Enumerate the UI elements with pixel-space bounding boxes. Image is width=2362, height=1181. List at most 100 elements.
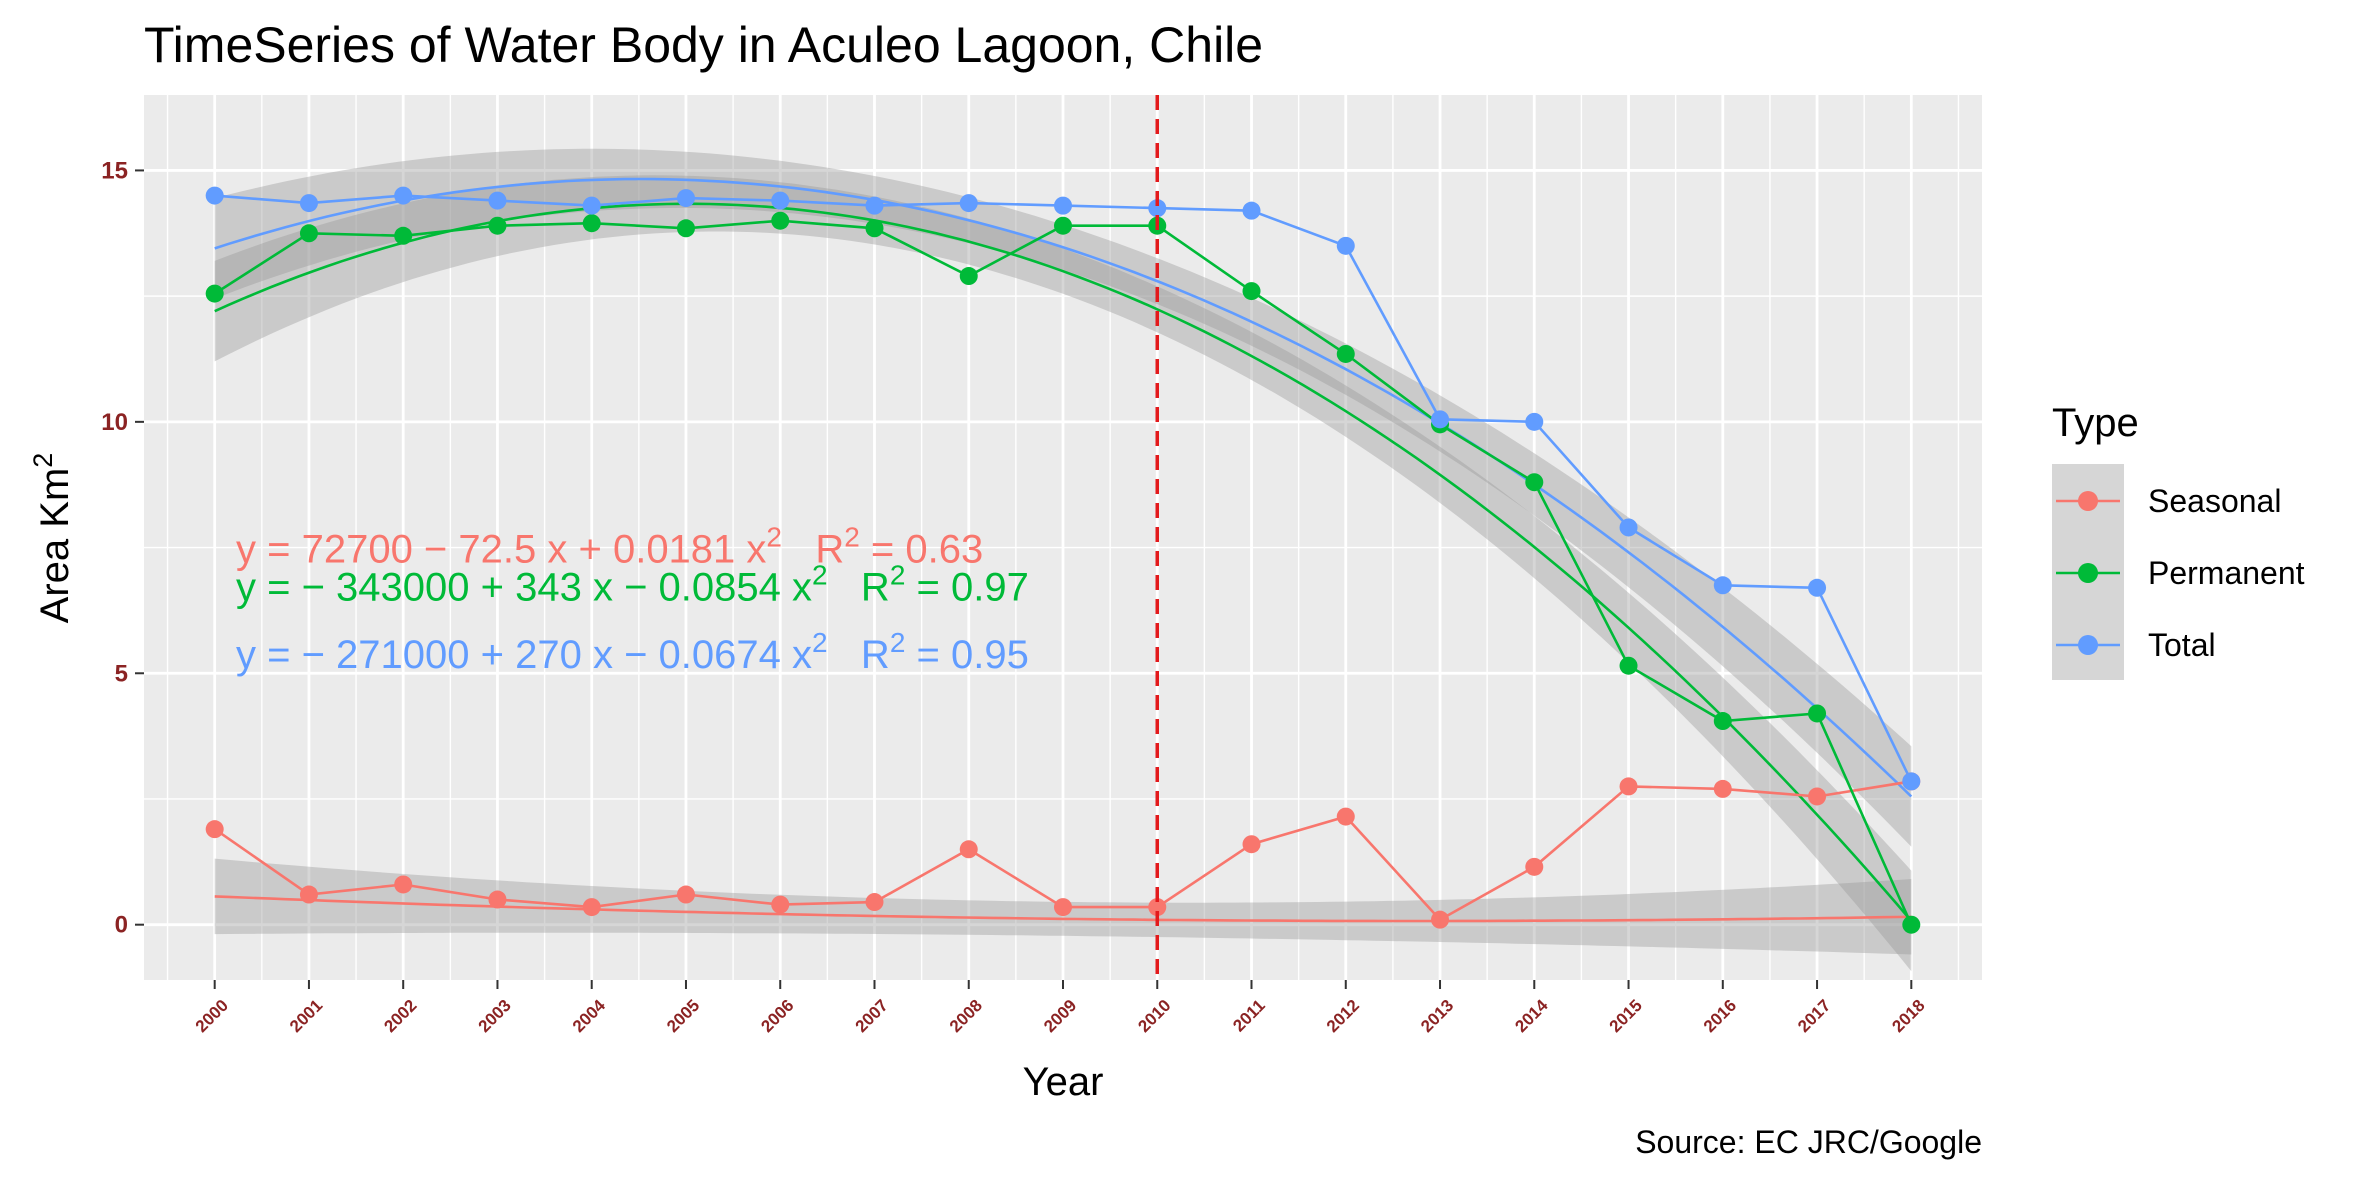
point-seasonal-2005: [676, 885, 695, 904]
point-seasonal-2002: [394, 875, 413, 894]
x-tick-label: 2005: [663, 996, 703, 1036]
point-permanent-2008: [959, 267, 978, 286]
x-tick-label: 2001: [286, 996, 326, 1036]
point-seasonal-2000: [205, 820, 224, 839]
x-tick-label: 2018: [1888, 996, 1928, 1036]
y-axis: 0 5 10 15: [101, 157, 144, 939]
chart-title: TimeSeries of Water Body in Aculeo Lagoo…: [144, 17, 1263, 73]
point-total-2010: [1148, 199, 1167, 218]
point-total-2008: [959, 194, 978, 213]
point-total-2002: [394, 186, 413, 205]
point-total-2005: [676, 189, 695, 208]
point-seasonal-2011: [1242, 835, 1261, 854]
point-seasonal-2007: [865, 893, 884, 912]
point-seasonal-2014: [1525, 857, 1544, 876]
point-permanent-2001: [299, 224, 318, 243]
point-total-2004: [582, 196, 601, 215]
point-total-2003: [488, 191, 507, 210]
point-total-2015: [1619, 518, 1638, 537]
equation-total-r-sup: 2: [890, 627, 906, 658]
point-total-2011: [1242, 201, 1261, 220]
equation-total-value: = 0.95: [905, 633, 1028, 677]
y-axis-title: Area Km2: [28, 453, 77, 624]
point-permanent-2011: [1242, 282, 1261, 301]
legend-dot-seasonal: [2078, 491, 2098, 511]
point-permanent-2018: [1902, 915, 1921, 934]
equation-seasonal-r-sup: 2: [844, 522, 860, 553]
x-tick-label: 2014: [1511, 995, 1552, 1036]
point-permanent-2012: [1336, 344, 1355, 363]
y-axis-title-sup: 2: [28, 453, 58, 468]
legend-label-permanent: Permanent: [2148, 555, 2305, 591]
x-tick-label: 2013: [1417, 996, 1457, 1036]
point-total-2001: [299, 194, 318, 213]
point-permanent-2016: [1713, 712, 1732, 731]
equation-permanent-sup: 2: [812, 559, 828, 590]
point-permanent-2000: [205, 284, 224, 303]
x-axis: 2000 2001 2002 2003 2004 2005 2006 2007 2008 2009…: [192, 980, 1929, 1036]
point-total-2013: [1431, 410, 1450, 429]
point-permanent-2002: [394, 226, 413, 245]
equation-total-sup: 2: [812, 627, 828, 658]
point-seasonal-2012: [1336, 807, 1355, 826]
legend-title: Type: [2052, 401, 2139, 445]
point-total-2000: [205, 186, 224, 205]
equation-seasonal-sup: 2: [766, 522, 782, 553]
x-tick-label: 2017: [1794, 996, 1834, 1036]
point-seasonal-2003: [488, 890, 507, 909]
equation-total: y = − 271000 + 270 x − 0.0674 x2 R2 = 0.…: [236, 627, 1029, 677]
point-total-2009: [1054, 196, 1072, 215]
x-tick-label: 2000: [192, 996, 232, 1036]
x-tick-label: 2006: [757, 996, 797, 1036]
equation-permanent-value: = 0.97: [905, 565, 1028, 609]
point-permanent-2003: [488, 216, 507, 235]
x-tick-label: 2010: [1134, 996, 1174, 1036]
legend-dot-permanent: [2078, 563, 2098, 583]
x-tick-label: 2007: [852, 996, 892, 1036]
legend: Type Seasonal Permanent Total: [2052, 401, 2305, 680]
caption: Source: EC JRC/Google: [1635, 1124, 1982, 1160]
y-axis-title-text: Area Km: [33, 468, 77, 624]
point-seasonal-2010: [1148, 898, 1167, 917]
x-axis-title: Year: [1023, 1060, 1104, 1104]
point-total-2017: [1808, 578, 1827, 597]
point-permanent-2005: [676, 219, 695, 238]
point-seasonal-2009: [1054, 898, 1072, 917]
ribbon-permanent: [214, 175, 1912, 972]
x-tick-label: 2009: [1040, 996, 1080, 1036]
equation-seasonal-value: = 0.63: [860, 528, 983, 572]
equation-permanent: y = − 343000 + 343 x − 0.0854 x2 R2 = 0.…: [236, 559, 1029, 609]
point-total-2018: [1902, 772, 1921, 791]
point-permanent-2004: [582, 214, 601, 233]
point-total-2014: [1525, 412, 1544, 431]
x-tick-label: 2015: [1606, 996, 1646, 1036]
y-tick-label: 5: [115, 660, 128, 687]
point-total-2006: [771, 191, 790, 210]
equation-permanent-main: y = − 343000 + 343 x − 0.0854 x: [236, 565, 812, 609]
equations: y = 72700 − 72.5 x + 0.0181 x2 R2 = 0.63…: [236, 522, 1029, 678]
point-seasonal-2006: [771, 895, 790, 914]
point-total-2007: [865, 196, 884, 215]
point-seasonal-2008: [959, 840, 978, 859]
fit-line-total: [214, 177, 1913, 798]
point-permanent-2009: [1054, 216, 1072, 235]
x-tick-label: 2012: [1323, 996, 1363, 1036]
point-permanent-2014: [1525, 473, 1544, 492]
ribbon-total: [214, 148, 1912, 847]
data-points: [205, 186, 1921, 934]
point-seasonal-2016: [1713, 779, 1732, 798]
x-tick-label: 2011: [1229, 996, 1269, 1036]
point-total-2016: [1713, 576, 1732, 595]
point-permanent-2006: [771, 211, 790, 230]
legend-label-seasonal: Seasonal: [2148, 483, 2281, 519]
point-seasonal-2001: [299, 885, 318, 904]
point-seasonal-2004: [582, 898, 601, 917]
equation-seasonal-r: R: [782, 528, 844, 572]
y-tick-label: 10: [101, 409, 128, 436]
y-tick-label: 0: [115, 912, 128, 939]
equation-seasonal-main: y = 72700 − 72.5 x + 0.0181 x: [236, 528, 766, 572]
x-tick-label: 2016: [1700, 996, 1740, 1036]
point-permanent-2017: [1808, 704, 1827, 723]
x-tick-label: 2003: [475, 996, 515, 1036]
equation-total-r: R: [828, 633, 890, 677]
